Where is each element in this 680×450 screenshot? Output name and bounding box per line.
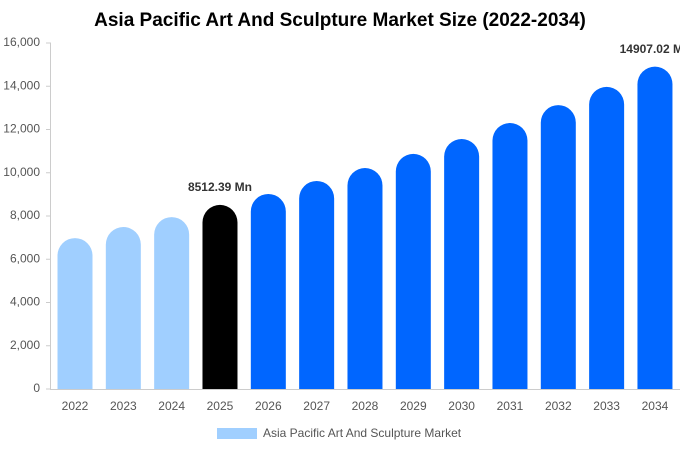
- bar: [57, 238, 93, 389]
- data-label: 8512.39 Mn: [188, 180, 252, 194]
- x-tick-label: 2033: [593, 399, 620, 413]
- data-label: 14907.02 Mn: [620, 42, 680, 56]
- x-tick-label: 2026: [255, 399, 282, 413]
- bar: [444, 139, 480, 389]
- bar: [250, 193, 286, 389]
- y-tick-label: 6,000: [10, 251, 40, 265]
- bar: [492, 123, 528, 390]
- x-tick-label: 2025: [207, 399, 234, 413]
- x-tick-label: 2023: [110, 399, 137, 413]
- bar: [637, 66, 673, 390]
- legend-label: Asia Pacific Art And Sculpture Market: [263, 426, 462, 440]
- y-tick-label: 14,000: [3, 78, 40, 92]
- y-tick-label: 4,000: [10, 295, 40, 309]
- y-tick-label: 10,000: [3, 165, 40, 179]
- bar: [154, 217, 190, 389]
- x-tick-label: 2022: [62, 399, 89, 413]
- y-tick-label: 16,000: [3, 35, 40, 49]
- x-tick-label: 2032: [545, 399, 572, 413]
- x-tick-label: 2034: [642, 399, 669, 413]
- bar: [105, 227, 141, 389]
- x-tick-label: 2027: [303, 399, 330, 413]
- x-tick-label: 2024: [158, 399, 185, 413]
- bar: [589, 86, 625, 390]
- bar: [347, 167, 383, 389]
- y-tick-label: 0: [33, 381, 40, 395]
- bar: [395, 153, 431, 389]
- x-tick-label: 2030: [448, 399, 475, 413]
- x-tick-label: 2029: [400, 399, 427, 413]
- y-tick-label: 2,000: [10, 338, 40, 352]
- bar: [299, 180, 335, 389]
- chart-title: Asia Pacific Art And Sculpture Market Si…: [94, 10, 586, 31]
- x-tick-label: 2031: [497, 399, 524, 413]
- bar: [202, 204, 238, 389]
- y-tick-label: 12,000: [3, 122, 40, 136]
- bar: [540, 105, 576, 389]
- y-tick-label: 8,000: [10, 208, 40, 222]
- legend-swatch: [217, 428, 257, 439]
- x-tick-label: 2028: [352, 399, 379, 413]
